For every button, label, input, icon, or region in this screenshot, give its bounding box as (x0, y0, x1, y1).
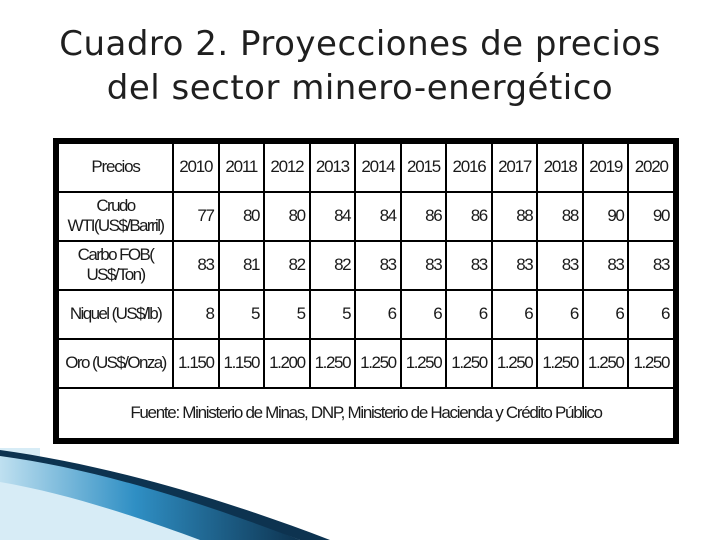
value-cell: 88 (492, 192, 537, 240)
value-cell: 6 (629, 290, 673, 338)
slide-decoration (0, 448, 330, 540)
header-year-cell: 2017 (492, 144, 537, 191)
header-year-cell: 2016 (447, 144, 491, 191)
slide-title-line-2: del sector minero-energético (106, 68, 614, 108)
table-header-row: Precios 2010 2011 2012 2013 2014 2015 20… (59, 144, 673, 191)
value-cell: 1.250 (583, 339, 628, 387)
value-cell: 8 (173, 290, 218, 338)
value-cell: 6 (538, 290, 582, 338)
value-cell: 86 (401, 192, 446, 240)
value-cell: 5 (310, 290, 355, 338)
decor-swoosh-dark (0, 450, 330, 540)
value-cell: 6 (401, 290, 446, 338)
value-cell: 1.250 (401, 339, 446, 387)
slide-title-line-1: Cuadro 2. Proyecciones de precios (59, 24, 661, 64)
table-source-row: Fuente: Ministerio de Minas, DNP, Minist… (59, 388, 673, 438)
header-year-cell: 2018 (538, 144, 582, 191)
value-cell: 80 (265, 192, 309, 240)
value-cell: 6 (583, 290, 628, 338)
value-cell: 1.250 (492, 339, 537, 387)
value-cell: 83 (401, 241, 446, 289)
value-cell: 81 (219, 241, 264, 289)
value-cell: 84 (356, 192, 400, 240)
value-cell: 90 (629, 192, 673, 240)
header-label-cell: Precios (59, 144, 172, 191)
value-cell: 83 (447, 241, 491, 289)
header-year-cell: 2012 (265, 144, 309, 191)
source-note: Fuente: Ministerio de Minas, DNP, Minist… (59, 388, 673, 438)
value-cell: 1.250 (356, 339, 400, 387)
value-cell: 5 (265, 290, 309, 338)
table-row-niquel: Niquel (US$/lb) 8 5 5 5 6 6 6 6 6 6 6 (59, 290, 673, 338)
value-cell: 5 (219, 290, 264, 338)
value-cell: 1.150 (173, 339, 218, 387)
header-year-cell: 2010 (173, 144, 218, 191)
value-cell: 83 (538, 241, 582, 289)
value-cell: 1.250 (310, 339, 355, 387)
decor-swoosh-band (0, 454, 300, 540)
slide-title: Cuadro 2. Proyecciones de precios del se… (0, 22, 720, 110)
value-cell: 83 (629, 241, 673, 289)
price-projection-table: Precios 2010 2011 2012 2013 2014 2015 20… (57, 142, 675, 440)
header-year-cell: 2020 (629, 144, 673, 191)
value-cell: 1.150 (219, 339, 264, 387)
value-cell: 82 (310, 241, 355, 289)
table-row-carbon: Carbo FOB( US$/Ton) 83 81 82 82 83 83 83… (59, 241, 673, 289)
value-cell: 6 (447, 290, 491, 338)
row-label-cell: Carbo FOB( US$/Ton) (59, 241, 172, 289)
table-row-oro: Oro (US$/Onza) 1.150 1.150 1.200 1.250 1… (59, 339, 673, 387)
header-year-cell: 2013 (310, 144, 355, 191)
value-cell: 88 (538, 192, 582, 240)
header-year-cell: 2019 (583, 144, 628, 191)
value-cell: 1.250 (629, 339, 673, 387)
value-cell: 1.250 (538, 339, 582, 387)
value-cell: 83 (356, 241, 400, 289)
value-cell: 1.250 (447, 339, 491, 387)
value-cell: 84 (310, 192, 355, 240)
header-year-cell: 2015 (401, 144, 446, 191)
row-label-cell: Oro (US$/Onza) (59, 339, 172, 387)
value-cell: 83 (173, 241, 218, 289)
value-cell: 83 (583, 241, 628, 289)
table-row-crudo: Crudo WTI(US$/Barril) 77 80 80 84 84 86 … (59, 192, 673, 240)
row-label-cell: Crudo WTI(US$/Barril) (59, 192, 172, 240)
value-cell: 6 (492, 290, 537, 338)
header-year-cell: 2014 (356, 144, 400, 191)
value-cell: 1.200 (265, 339, 309, 387)
value-cell: 86 (447, 192, 491, 240)
value-cell: 77 (173, 192, 218, 240)
value-cell: 83 (492, 241, 537, 289)
value-cell: 90 (583, 192, 628, 240)
price-projection-table-frame: Precios 2010 2011 2012 2013 2014 2015 20… (53, 138, 679, 444)
value-cell: 80 (219, 192, 264, 240)
value-cell: 82 (265, 241, 309, 289)
row-label-cell: Niquel (US$/lb) (59, 290, 172, 338)
value-cell: 6 (356, 290, 400, 338)
header-year-cell: 2011 (219, 144, 264, 191)
